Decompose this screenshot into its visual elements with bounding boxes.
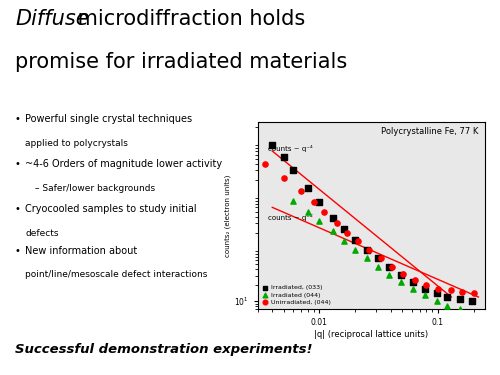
Irradiated, (033) [362, 247, 370, 253]
Irradiated (044) [304, 209, 312, 214]
Unirradiated, (044) [332, 220, 340, 226]
Text: defects: defects [25, 229, 58, 238]
Irradiated, (033) [456, 296, 464, 302]
Irradiated, (033) [289, 168, 297, 174]
Irradiated, (033) [386, 264, 394, 270]
Irradiated (044) [410, 286, 418, 292]
Unirradiated, (044) [470, 291, 478, 297]
Unirradiated, (044) [364, 247, 372, 253]
Text: point/line/mesoscale defect interactions: point/line/mesoscale defect interactions [25, 270, 208, 279]
Irradiated (044) [433, 298, 441, 304]
Unirradiated, (044) [342, 230, 350, 236]
Unirradiated, (044) [399, 271, 407, 277]
Unirradiated, (044) [458, 289, 466, 295]
Text: •: • [15, 246, 21, 256]
Irradiated (044) [468, 314, 476, 320]
Irradiated, (033) [329, 215, 337, 221]
X-axis label: |q| (reciprocal lattice units): |q| (reciprocal lattice units) [314, 330, 428, 339]
Irradiated, (033) [340, 226, 347, 232]
Text: Diffuse: Diffuse [15, 9, 88, 29]
Irradiated (044) [316, 218, 324, 224]
Irradiated, (033) [280, 154, 288, 160]
Irradiated (044) [421, 292, 429, 298]
Text: – Safer/lower backgrounds: – Safer/lower backgrounds [35, 184, 155, 193]
Text: •: • [15, 159, 21, 170]
Y-axis label: counts₂ (electron units): counts₂ (electron units) [224, 174, 231, 257]
Irradiated (044) [386, 272, 394, 278]
Irradiated, (033) [421, 286, 429, 292]
Unirradiated, (044) [280, 175, 288, 181]
Unirradiated, (044) [262, 161, 270, 167]
Irradiated, (033) [433, 291, 441, 297]
Unirradiated, (044) [310, 199, 318, 205]
Text: Polycrystalline Fe, 77 K: Polycrystalline Fe, 77 K [381, 128, 478, 136]
Text: counts ~ q⁻⁴: counts ~ q⁻⁴ [268, 145, 313, 152]
Text: Powerful single crystal techniques: Powerful single crystal techniques [25, 114, 192, 125]
Text: microdiffraction holds: microdiffraction holds [71, 9, 305, 29]
Irradiated, (033) [268, 142, 276, 148]
Irradiated, (033) [397, 272, 405, 278]
Unirradiated, (044) [411, 277, 419, 283]
Irradiated (044) [397, 279, 405, 285]
Irradiated (044) [374, 264, 382, 270]
Legend: Irradiated, (033), Irradiated (044), Unirradiated, (044): Irradiated, (033), Irradiated (044), Uni… [260, 284, 332, 306]
Irradiated, (033) [410, 279, 418, 285]
Irradiated (044) [351, 247, 359, 253]
Irradiated, (033) [443, 294, 451, 300]
Unirradiated, (044) [320, 210, 328, 216]
Unirradiated, (044) [422, 282, 430, 288]
Unirradiated, (044) [297, 189, 305, 195]
Unirradiated, (044) [354, 238, 362, 244]
Irradiated (044) [362, 255, 370, 261]
Irradiated, (033) [351, 237, 359, 243]
Text: applied to polycrystals: applied to polycrystals [25, 139, 128, 148]
Text: •: • [15, 114, 21, 125]
Irradiated (044) [289, 198, 297, 204]
Text: counts ~ q⁻²: counts ~ q⁻² [268, 214, 313, 221]
Unirradiated, (044) [434, 286, 442, 292]
Irradiated (044) [456, 306, 464, 312]
Text: Cryocooled samples to study initial: Cryocooled samples to study initial [25, 204, 196, 214]
Unirradiated, (044) [388, 264, 396, 270]
Irradiated, (033) [316, 199, 324, 205]
Unirradiated, (044) [448, 287, 456, 293]
Text: Successful demonstration experiments!: Successful demonstration experiments! [15, 343, 312, 356]
Irradiated (044) [340, 238, 347, 244]
Text: ~4-6 Orders of magnitude lower activity: ~4-6 Orders of magnitude lower activity [25, 159, 222, 170]
Irradiated (044) [329, 228, 337, 234]
Text: •: • [15, 204, 21, 214]
Irradiated, (033) [468, 298, 476, 304]
Text: promise for irradiated materials: promise for irradiated materials [15, 53, 347, 72]
Irradiated, (033) [374, 255, 382, 261]
Irradiated (044) [443, 303, 451, 309]
Text: New information about: New information about [25, 246, 137, 256]
Unirradiated, (044) [377, 255, 385, 261]
Irradiated, (033) [304, 185, 312, 191]
